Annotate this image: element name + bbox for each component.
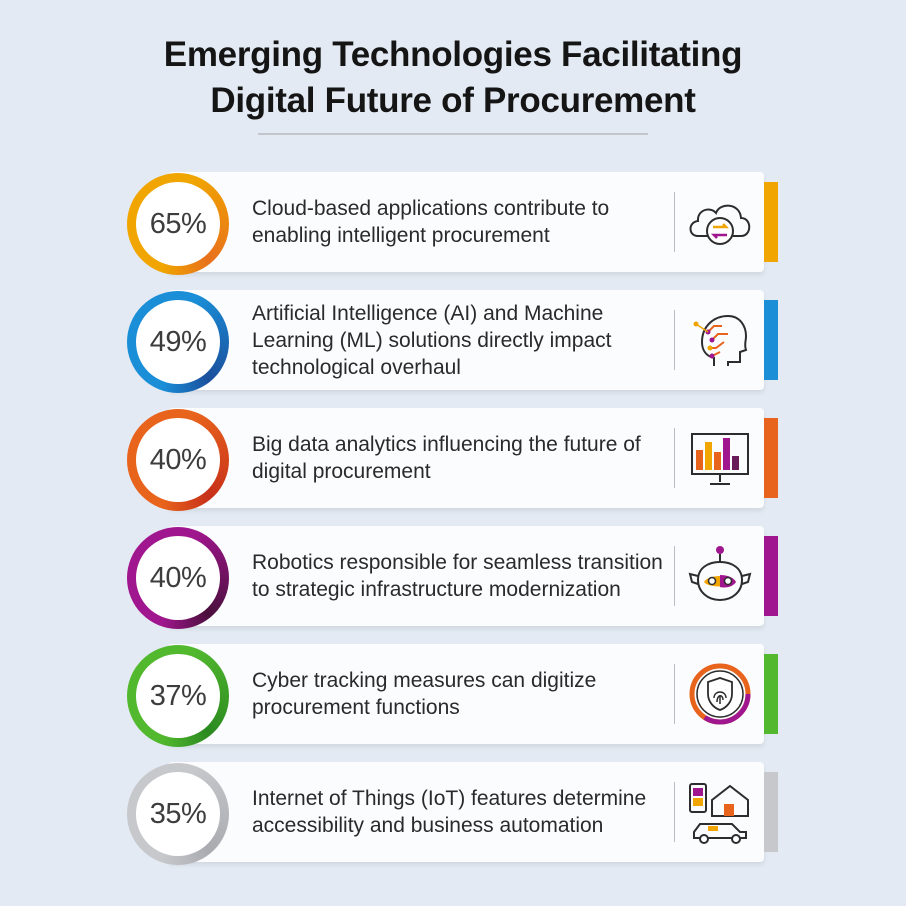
item-separator [674,192,675,252]
list-item-iot: Internet of Things (IoT) features determ… [168,762,764,862]
list-item-cyber: Cyber tracking measures can digitize pro… [168,644,764,744]
percent-ring: 40% [127,409,229,511]
percent-value: 65% [136,182,220,266]
cloud-icon [684,186,756,258]
item-separator [674,664,675,724]
ai-head-icon [684,304,756,376]
accent-tab [764,418,778,498]
analytics-monitor-icon [684,422,756,494]
percent-ring: 35% [127,763,229,865]
item-text: Big data analytics influencing the futur… [252,433,641,483]
percent-value: 49% [136,300,220,384]
iot-home-icon [684,776,756,848]
item-separator [674,428,675,488]
item-text: Cyber tracking measures can digitize pro… [252,669,597,719]
list-item-robotics: Robotics responsible for seamless transi… [168,526,764,626]
accent-tab [764,654,778,734]
percent-ring: 65% [127,173,229,275]
item-separator [674,546,675,606]
list-item-cloud: Cloud-based applications contribute to e… [168,172,764,272]
item-text: Artificial Intelligence (AI) and Machine… [252,301,612,379]
percent-ring: 49% [127,291,229,393]
list-item-ai: Artificial Intelligence (AI) and Machine… [168,290,764,390]
list-item-big-data: Big data analytics influencing the futur… [168,408,764,508]
robot-icon [684,540,756,612]
item-separator [674,782,675,842]
item-separator [674,310,675,370]
percent-value: 40% [136,536,220,620]
fingerprint-shield-icon [684,658,756,730]
percent-value: 35% [136,772,220,856]
accent-tab [764,300,778,380]
title-line-1: Emerging Technologies Facilitating [163,35,743,74]
title-divider [258,133,648,135]
item-text: Cloud-based applications contribute to e… [252,197,610,247]
page-title: Emerging Technologies Facilitating Digit… [0,32,906,124]
percent-value: 40% [136,418,220,502]
percent-ring: 37% [127,645,229,747]
item-text: Robotics responsible for seamless transi… [252,551,663,601]
title-line-2: Digital Future of Procurement [210,81,696,120]
accent-tab [764,536,778,616]
accent-tab [764,182,778,262]
accent-tab [764,772,778,852]
item-text: Internet of Things (IoT) features determ… [252,787,647,837]
percent-value: 37% [136,654,220,738]
percent-ring: 40% [127,527,229,629]
